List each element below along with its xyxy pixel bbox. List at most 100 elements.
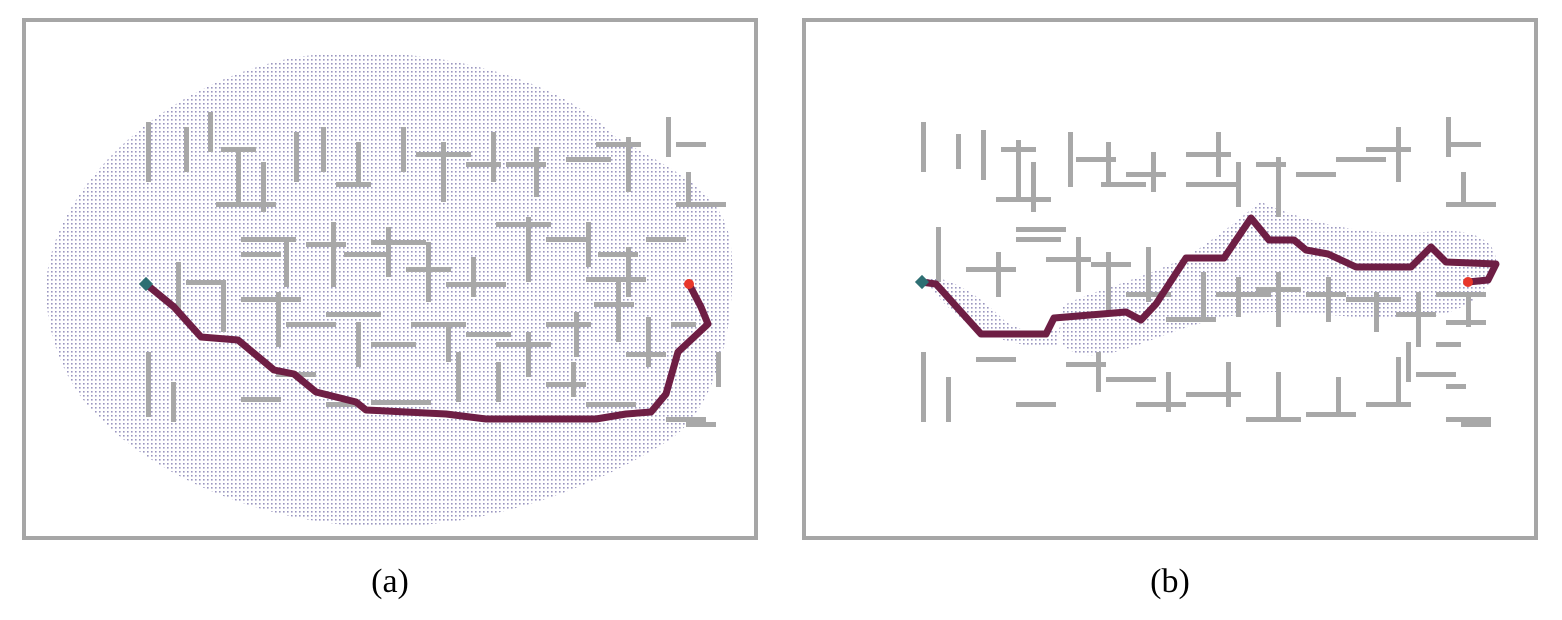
a-obstacle-1 <box>184 127 189 172</box>
b-obstacle-64 <box>1246 417 1301 422</box>
b-obstacle-52 <box>1446 320 1486 325</box>
a-obstacle-30 <box>344 252 389 257</box>
a-obstacle-70 <box>456 352 461 402</box>
goal-marker-a <box>684 279 694 289</box>
b-obstacle-47 <box>1374 292 1379 332</box>
caption-a: (a) <box>371 563 409 600</box>
a-obstacle-12 <box>401 127 406 172</box>
obstacles-b <box>921 117 1496 427</box>
b-obstacle-43 <box>1276 272 1281 327</box>
a-obstacle-16 <box>491 132 496 182</box>
b-obstacle-71 <box>1446 384 1466 389</box>
b-obstacle-31 <box>1016 237 1061 242</box>
b-obstacle-55 <box>976 357 1016 362</box>
b-obstacle-27 <box>1446 202 1496 207</box>
a-obstacle-68 <box>241 397 281 402</box>
a-obstacle-64 <box>646 317 651 367</box>
a-obstacle-52 <box>356 322 361 367</box>
a-obstacle-47 <box>221 282 226 332</box>
a-obstacle-14 <box>441 142 446 202</box>
a-obstacle-53 <box>371 342 416 347</box>
a-obstacle-39 <box>546 237 591 242</box>
goal-marker-b <box>1463 277 1473 287</box>
b-obstacle-0 <box>921 122 926 172</box>
a-obstacle-49 <box>276 292 281 347</box>
planned-path-b <box>917 214 1500 338</box>
a-obstacle-48 <box>241 297 301 302</box>
panel-a <box>22 18 758 540</box>
a-obstacle-42 <box>626 247 631 297</box>
panel-b-canvas <box>914 117 1500 427</box>
b-obstacle-56 <box>1016 402 1056 407</box>
b-obstacle-51 <box>1466 292 1471 327</box>
a-obstacle-6 <box>261 162 266 212</box>
a-obstacle-32 <box>386 227 391 277</box>
a-obstacle-41 <box>598 252 638 257</box>
b-obstacle-37 <box>1146 247 1151 302</box>
a-obstacle-0 <box>146 122 151 182</box>
b-obstacle-21 <box>1336 157 1386 162</box>
b-obstacle-50 <box>1436 292 1486 297</box>
b-obstacle-24 <box>1446 117 1451 157</box>
b-obstacle-69 <box>1396 357 1401 402</box>
b-obstacle-20 <box>1296 172 1336 177</box>
b-obstacle-12 <box>1126 172 1166 177</box>
b-obstacle-38 <box>1166 317 1216 322</box>
a-obstacle-15 <box>466 162 501 167</box>
b-obstacle-13 <box>1151 152 1156 192</box>
a-obstacle-38 <box>526 217 531 282</box>
b-obstacle-73 <box>1461 422 1491 427</box>
b-obstacle-74 <box>1406 342 1411 382</box>
b-obstacle-22 <box>1366 147 1411 152</box>
b-obstacle-32 <box>1046 257 1091 262</box>
a-obstacle-28 <box>306 242 346 247</box>
b-obstacle-2 <box>981 130 986 180</box>
b-obstacle-62 <box>1186 392 1241 397</box>
a-obstacle-50 <box>286 322 336 327</box>
a-obstacle-56 <box>466 332 511 337</box>
a-obstacle-18 <box>534 147 539 197</box>
b-obstacle-26 <box>1461 172 1466 207</box>
a-obstacle-74 <box>586 402 636 407</box>
b-obstacle-75 <box>1436 342 1461 347</box>
a-obstacle-73 <box>571 362 576 397</box>
a-obstacle-71 <box>496 362 501 402</box>
a-obstacle-34 <box>426 242 431 302</box>
b-obstacle-8 <box>1068 132 1073 187</box>
a-obstacle-26 <box>241 252 281 257</box>
a-obstacle-62 <box>616 282 621 342</box>
a-obstacle-40 <box>586 222 591 267</box>
a-obstacle-77 <box>716 352 721 387</box>
a-obstacle-22 <box>666 117 671 157</box>
b-obstacle-10 <box>1106 142 1111 187</box>
a-obstacle-79 <box>326 402 356 407</box>
b-obstacle-1 <box>956 134 961 169</box>
b-obstacle-35 <box>1106 252 1111 312</box>
a-obstacle-31 <box>371 240 426 245</box>
b-obstacle-17 <box>1236 162 1241 207</box>
b-obstacle-68 <box>1366 402 1411 407</box>
a-obstacle-2 <box>208 112 213 152</box>
b-obstacle-41 <box>1236 277 1241 317</box>
a-obstacle-24 <box>686 172 691 202</box>
a-obstacle-19 <box>566 157 611 162</box>
b-obstacle-9 <box>1076 157 1116 162</box>
b-obstacle-39 <box>1201 272 1206 322</box>
a-obstacle-76 <box>686 422 716 427</box>
planned-path-a <box>142 280 712 423</box>
a-obstacle-54 <box>411 322 466 327</box>
b-obstacle-45 <box>1326 277 1331 322</box>
b-obstacle-11 <box>1101 182 1146 187</box>
b-obstacle-60 <box>1136 402 1186 407</box>
a-obstacle-58 <box>526 332 531 377</box>
a-obstacle-3 <box>221 147 256 152</box>
a-obstacle-29 <box>331 222 336 287</box>
start-marker-a <box>138 276 154 292</box>
a-obstacle-37 <box>496 222 551 227</box>
a-obstacle-60 <box>574 312 579 357</box>
a-obstacle-55 <box>446 322 451 362</box>
a-obstacle-69 <box>371 400 431 405</box>
b-obstacle-16 <box>1186 182 1241 187</box>
explored-region-a <box>46 52 733 527</box>
b-obstacle-63 <box>1226 362 1231 407</box>
